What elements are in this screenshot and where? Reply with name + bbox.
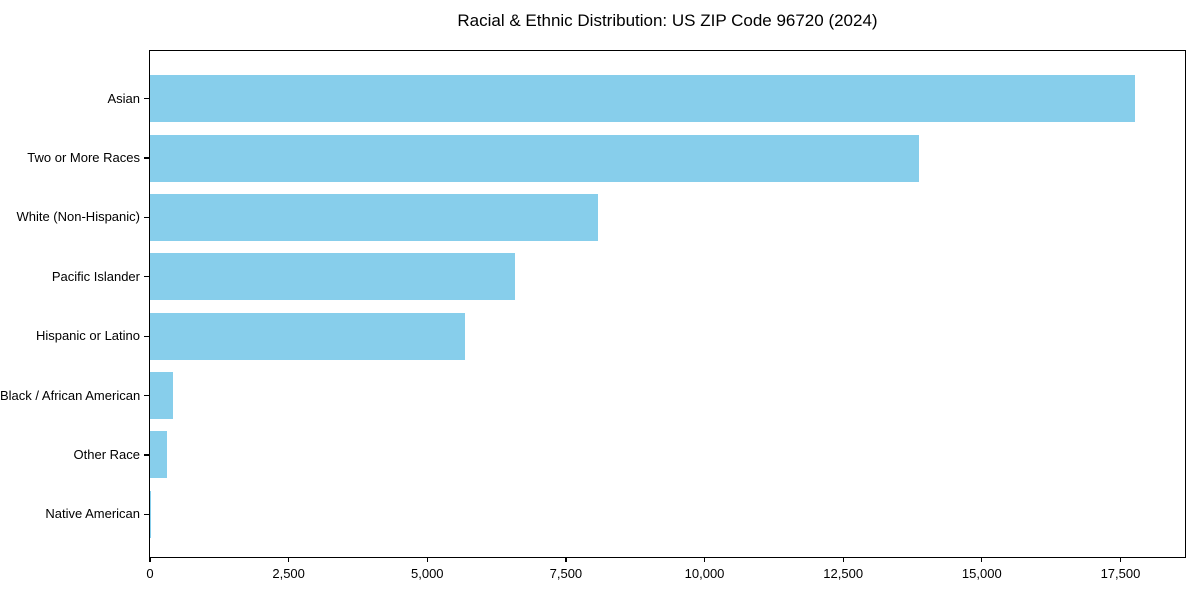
y-tick-label: Black / African American (0, 387, 141, 403)
x-tick-mark (426, 557, 428, 562)
bar (150, 372, 174, 420)
y-tick-label: Two or More Races (27, 150, 140, 166)
x-tick-mark (565, 557, 567, 562)
x-tick-mark (287, 557, 290, 562)
x-tick-mark (149, 557, 151, 562)
y-tick-label: Asian (107, 90, 140, 106)
y-tick-mark (143, 98, 149, 100)
bar (150, 253, 516, 301)
y-tick-label: Pacific Islander (51, 268, 140, 284)
y-tick-mark (143, 216, 149, 219)
y-tick-label: Other Race (73, 446, 140, 462)
y-tick-mark (143, 513, 149, 515)
bar (150, 312, 466, 360)
x-tick-label: 15,000 (961, 566, 1002, 581)
y-tick-label: White (Non-Hispanic) (16, 209, 140, 225)
x-tick-label: 0 (146, 566, 154, 581)
y-tick-mark (143, 335, 149, 337)
x-tick-label: 2,500 (272, 566, 305, 581)
x-tick-mark (1119, 557, 1122, 562)
y-tick-label: Native American (45, 506, 140, 522)
bar (150, 193, 599, 241)
x-tick-mark (842, 557, 844, 562)
y-tick-label: Hispanic or Latino (35, 328, 140, 344)
bar (150, 490, 152, 538)
x-tick-label: 7,500 (549, 566, 583, 581)
bar (150, 431, 167, 479)
y-tick-mark (143, 454, 149, 456)
bar (150, 134, 920, 182)
chart-title: Racial & Ethnic Distribution: US ZIP Cod… (457, 11, 878, 30)
y-tick-mark (143, 276, 149, 278)
x-tick-label: 5,000 (410, 566, 444, 581)
plot-area: Asian Two or More Races White (Non-Hispani… (0, 50, 1186, 581)
y-tick-mark (143, 157, 149, 159)
x-tick-label: 17,500 (1100, 566, 1141, 581)
x-tick-mark (981, 557, 983, 562)
x-tick-label: 10,000 (684, 566, 725, 581)
x-tick-label: 12,500 (823, 566, 864, 581)
y-tick-mark (143, 394, 149, 397)
x-tick-mark (703, 557, 706, 562)
bar (150, 75, 1136, 123)
